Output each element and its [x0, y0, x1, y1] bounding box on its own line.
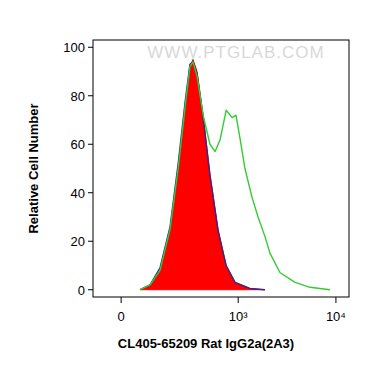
y-tick-label: 80 [71, 89, 85, 104]
y-tick [88, 192, 93, 193]
x-tick-label: 0 [118, 309, 125, 324]
y-tick-label: 40 [71, 186, 85, 201]
x-tick-label: 10⁴ [326, 309, 346, 324]
x-tick [238, 297, 239, 303]
y-tick-label: 0 [78, 283, 85, 298]
y-tick [88, 289, 93, 290]
x-tick [121, 297, 122, 303]
y-tick-label: 60 [71, 137, 85, 152]
y-tick [88, 95, 93, 96]
y-tick-label: 100 [63, 40, 85, 55]
y-axis-label: Relative Cell Number [26, 103, 41, 233]
watermark: WWW.PTGLAB.COM [147, 43, 324, 62]
x-axis-label: CL405-65209 Rat IgG2a(2A3) [118, 336, 294, 351]
series-group [140, 59, 330, 289]
chart: WWW.PTGLAB.COM 0 20 40 60 80 100 0 10³ 10⁴ CL405-6… [0, 0, 370, 367]
x-tick [335, 297, 336, 303]
y-tick [88, 47, 93, 48]
x-tick-label: 10³ [229, 309, 248, 324]
y-tick-label: 20 [71, 234, 85, 249]
y-tick [88, 241, 93, 242]
histogram-line [140, 62, 330, 290]
y-tick [88, 144, 93, 145]
plot-frame [93, 40, 349, 297]
